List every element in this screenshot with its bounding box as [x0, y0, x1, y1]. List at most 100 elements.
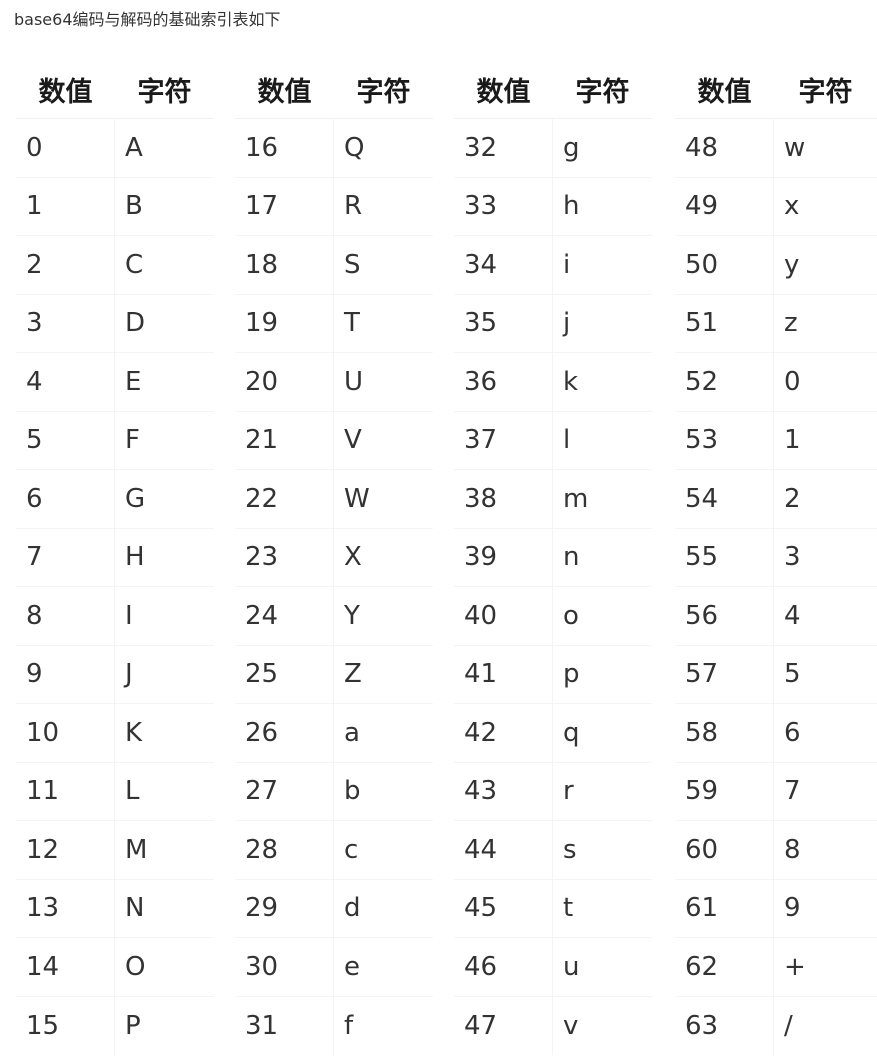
base64-char-cell: u [553, 938, 652, 997]
base64-char-cell: N [115, 880, 214, 938]
index-table-0: 数值 字符 0 A 1 B 2 C 3 D 4 E 5 F 6 G 7 H 8 I 9 J 10 K 11 L 12 M 13 N 14… [16, 61, 214, 1055]
base64-char-cell: v [563, 1010, 579, 1041]
index-value-cell: 7 [16, 528, 115, 587]
base64-char-cell: Z [334, 646, 433, 704]
base64-char-cell: s [553, 821, 652, 880]
base64-char-cell: f [344, 1010, 354, 1041]
index-value-cell: 56 [675, 587, 774, 646]
index-value-cell: 50 [675, 236, 774, 295]
table-row: 28 c [235, 821, 433, 880]
index-value-cell: 59 [675, 762, 774, 821]
base64-char-cell: C [115, 236, 214, 295]
base64-char-cell: R [334, 178, 433, 236]
base64-char-cell: t [553, 880, 652, 938]
table-row: 12 M [16, 821, 214, 880]
index-value-cell: 31 [235, 996, 334, 1055]
base64-char-cell: D [115, 295, 214, 353]
table-row: 37 l [454, 411, 652, 470]
index-value-cell: 6 [16, 470, 115, 529]
index-value-cell: 12 [16, 821, 115, 880]
table-row: 41 p [454, 645, 652, 704]
index-value-cell: 11 [16, 762, 115, 821]
base64-char-cell: O [115, 938, 214, 997]
table-row: 39 n [454, 528, 652, 587]
index-table-3: 数值 字符 48 w 49 x 50 y 51 z 52 0 53 1 54 2 55 3 56 4 57 5 58 6 5… [675, 61, 877, 1055]
index-value-cell: 16 [235, 119, 334, 178]
table-row: 61 9 [675, 879, 877, 938]
base64-char-cell: o [553, 587, 652, 646]
index-value-cell: 18 [235, 236, 334, 295]
table-row: 51 z [675, 294, 877, 353]
index-value-cell: 13 [16, 879, 115, 938]
base64-char-cell: 2 [774, 470, 877, 529]
char-header: 字符 [334, 61, 433, 119]
table-header-row: 数值 字符 [454, 61, 652, 119]
base64-char-cell: V [334, 412, 433, 470]
index-value-cell: 2 [16, 236, 115, 295]
table-row: 32 g [454, 119, 652, 178]
base64-char-cell: J [115, 646, 214, 704]
value-header: 数值 [235, 61, 334, 119]
table-row: 14 O [16, 938, 214, 997]
table-row: 23 X [235, 528, 433, 587]
index-value-cell: 10 [16, 704, 115, 763]
base64-char-cell: 7 [774, 763, 877, 821]
table-header-row: 数值 字符 [235, 61, 433, 119]
table-row: 10 K [16, 704, 214, 763]
index-value-cell: 9 [16, 645, 115, 704]
index-value-cell: 48 [675, 119, 774, 178]
table-row: 17 R [235, 177, 433, 236]
index-value-cell: 54 [675, 470, 774, 529]
table-row: 30 e [235, 938, 433, 997]
index-value-cell: 19 [235, 294, 334, 353]
table-row: 22 W [235, 470, 433, 529]
index-value-cell: 20 [235, 353, 334, 412]
table-row: 40 o [454, 587, 652, 646]
base64-char-cell: l [553, 412, 652, 470]
table-row: 43 r [454, 762, 652, 821]
index-value-cell: 36 [454, 353, 553, 412]
index-value-cell: 17 [235, 177, 334, 236]
table-row: 48 w [675, 119, 877, 178]
value-header: 数值 [16, 61, 115, 119]
index-value-cell: 62 [675, 938, 774, 997]
table-row: 35 j [454, 294, 652, 353]
index-value-cell: 34 [454, 236, 553, 295]
table-row: 15 P [16, 996, 214, 1055]
table-row: 44 s [454, 821, 652, 880]
table-row: 57 5 [675, 645, 877, 704]
table-row: 62 + [675, 938, 877, 997]
index-value-cell: 1 [16, 177, 115, 236]
table-row: 45 t [454, 879, 652, 938]
index-value-cell: 14 [16, 938, 115, 997]
table-row: 59 7 [675, 762, 877, 821]
index-value-cell: 41 [454, 645, 553, 704]
index-value-cell: 33 [454, 177, 553, 236]
base64-char-cell: p [553, 646, 652, 704]
index-value-cell: 51 [675, 294, 774, 353]
page-caption: base64编码与解码的基础索引表如下 [14, 10, 281, 29]
index-value-cell: 28 [235, 821, 334, 880]
index-value-cell: 57 [675, 645, 774, 704]
index-value-cell: 39 [454, 528, 553, 587]
base64-char-cell: x [774, 178, 877, 236]
base64-char-cell: m [553, 470, 652, 529]
table-row: 26 a [235, 704, 433, 763]
table-row: 53 1 [675, 411, 877, 470]
base64-char-cell: w [774, 119, 877, 178]
base64-char-cell: z [774, 295, 877, 353]
base64-char-cell: F [115, 412, 214, 470]
table-row: 49 x [675, 177, 877, 236]
base64-char-cell: X [334, 529, 433, 587]
table-row: 54 2 [675, 470, 877, 529]
table-row: 21 V [235, 411, 433, 470]
index-value-cell: 49 [675, 177, 774, 236]
index-value-cell: 23 [235, 528, 334, 587]
index-value-cell: 38 [454, 470, 553, 529]
char-header: 字符 [774, 61, 877, 119]
